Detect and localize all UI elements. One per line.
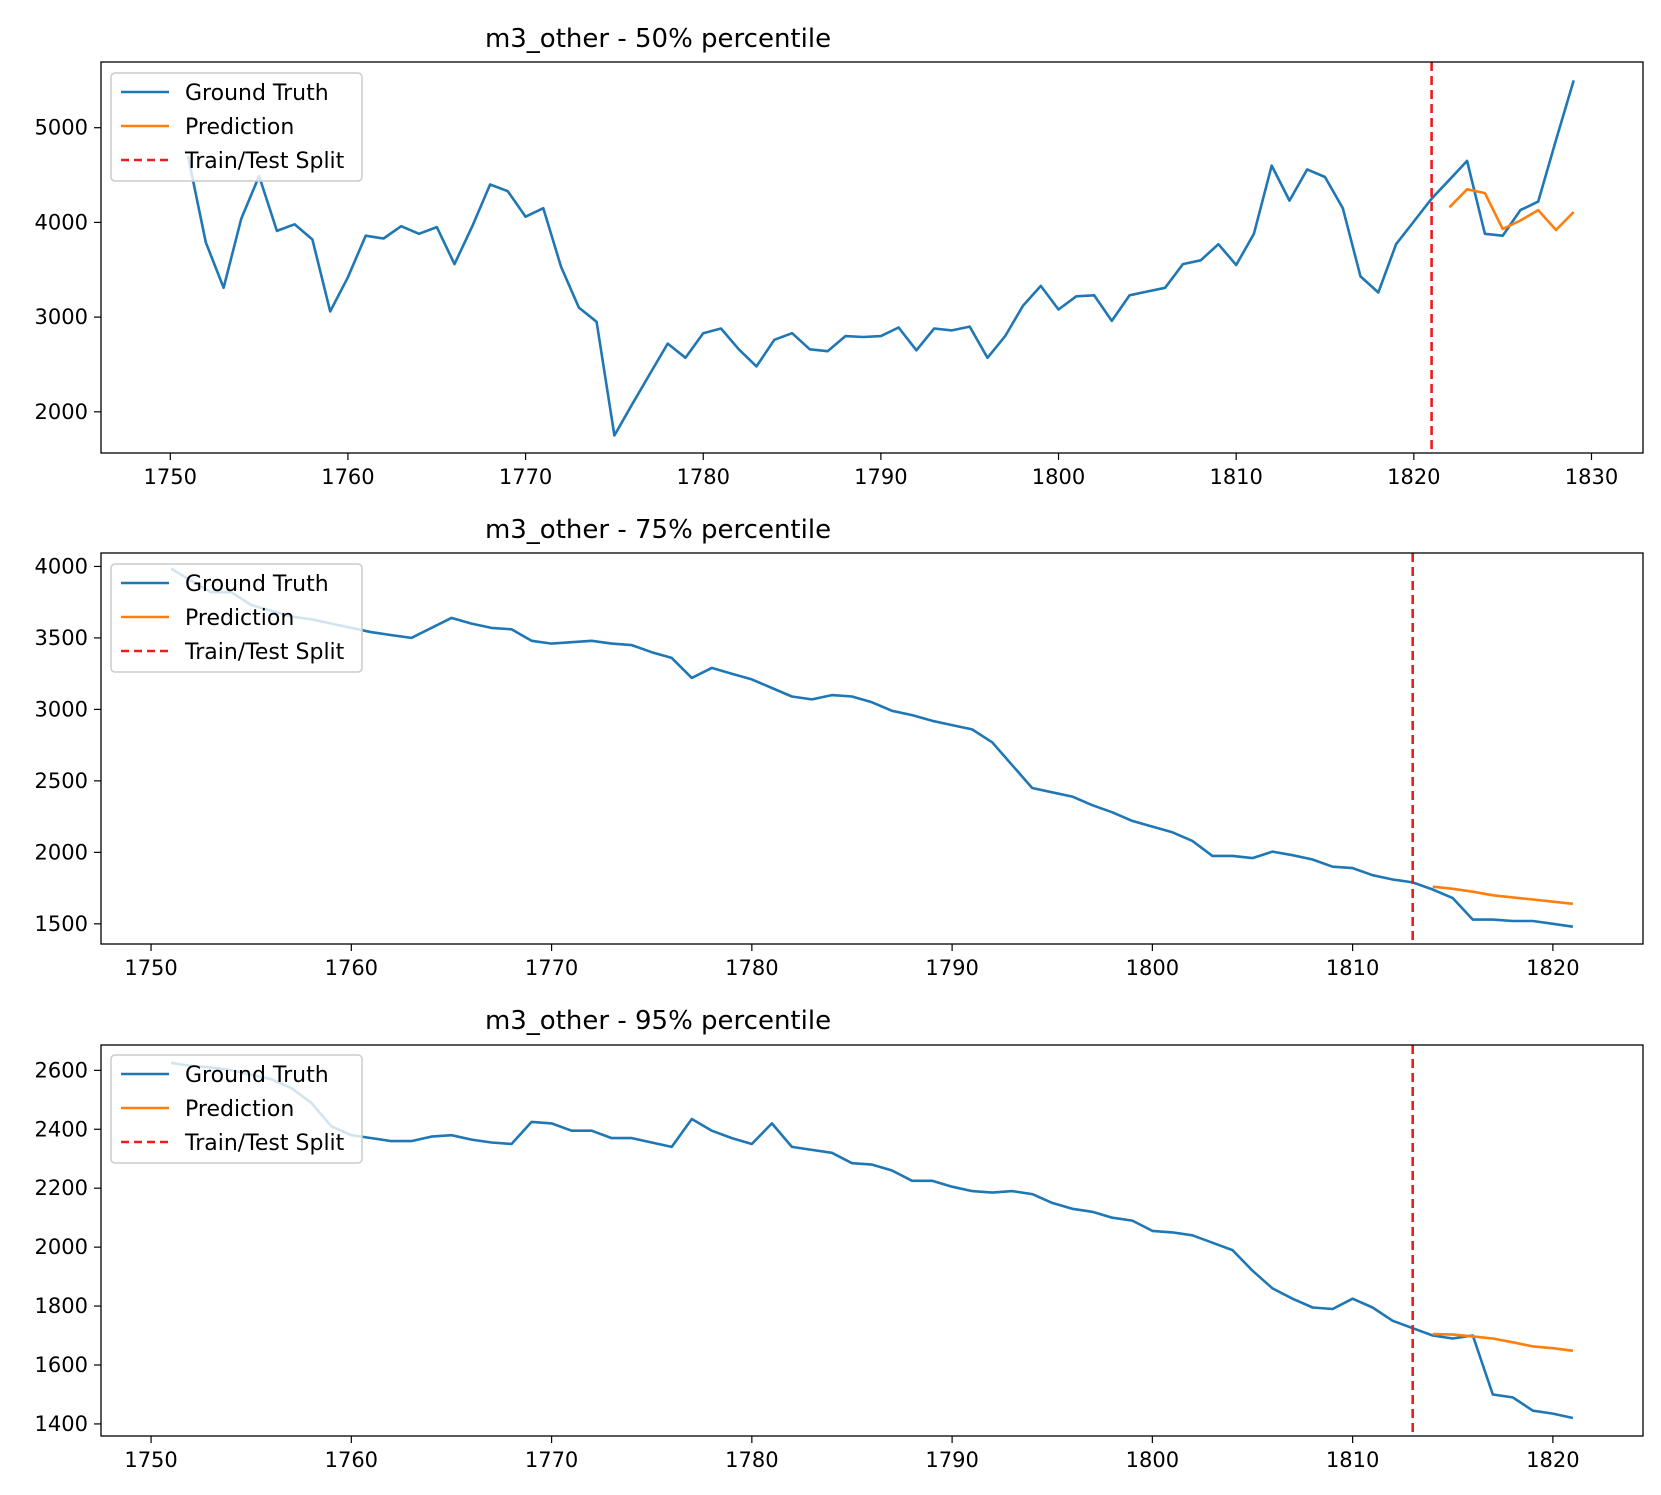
y-tick-label: 2000 bbox=[35, 400, 88, 424]
x-tick-label: 1810 bbox=[1209, 465, 1262, 489]
legend-box bbox=[110, 72, 363, 182]
prediction-line bbox=[1432, 1332, 1574, 1353]
x-tick-label: 1750 bbox=[124, 1448, 177, 1472]
y-tick-label: 5000 bbox=[35, 116, 88, 140]
legend-50: Ground Truth Prediction Train/Test Split bbox=[110, 72, 363, 182]
legend-75: Ground Truth Prediction Train/Test Split bbox=[110, 563, 363, 673]
y-tick-label: 2600 bbox=[35, 1058, 88, 1082]
legend-95: Ground Truth Prediction Train/Test Split bbox=[110, 1054, 363, 1164]
y-tick-label: 2200 bbox=[35, 1176, 88, 1200]
y-tick-label: 3000 bbox=[35, 305, 88, 329]
axes-frame bbox=[100, 61, 1644, 454]
y-tick-label: 3000 bbox=[35, 697, 88, 721]
plot-area-50: 1750 1760 1770 1780 1790 1800 1810 1820 1830 2000… bbox=[35, 61, 1644, 489]
legend-box bbox=[110, 563, 363, 673]
chart-title-50: m3_other - 50% percentile bbox=[485, 24, 831, 54]
subplot-75-percentile: 1750 1760 1770 1780 1790 1800 1810 1820 1500 2000… bbox=[35, 515, 1644, 980]
x-tick-label: 1770 bbox=[525, 956, 578, 980]
x-tick-label: 1780 bbox=[677, 465, 730, 489]
x-tick-label: 1760 bbox=[321, 465, 374, 489]
x-tick-label: 1810 bbox=[1326, 956, 1379, 980]
y-tick-label: 4000 bbox=[35, 554, 88, 578]
legend-split-label: Train/Test Split bbox=[184, 149, 345, 174]
plot-area-75: 1750 1760 1770 1780 1790 1800 1810 1820 1500 2000… bbox=[35, 552, 1644, 980]
x-tick-label: 1760 bbox=[325, 956, 378, 980]
x-tick-label: 1820 bbox=[1526, 956, 1579, 980]
axes-frame bbox=[100, 552, 1644, 945]
x-tick-label: 1800 bbox=[1126, 1448, 1179, 1472]
ground-truth-line bbox=[186, 80, 1575, 437]
subplot-50-percentile: 1750 1760 1770 1780 1790 1800 1810 1820 1830 2000… bbox=[35, 24, 1644, 489]
x-tick-label: 1790 bbox=[925, 956, 978, 980]
y-tick-label: 2400 bbox=[35, 1117, 88, 1141]
y-tick-label: 1600 bbox=[35, 1353, 88, 1377]
legend-prediction-label: Prediction bbox=[185, 115, 294, 140]
legend-ground-truth-label: Ground Truth bbox=[185, 81, 329, 106]
x-tick-label: 1820 bbox=[1387, 465, 1440, 489]
y-tick-label: 1400 bbox=[35, 1412, 88, 1436]
x-tick-label: 1780 bbox=[725, 956, 778, 980]
chart-title-95: m3_other - 95% percentile bbox=[485, 1006, 831, 1036]
legend-prediction-label: Prediction bbox=[185, 1097, 294, 1122]
plot-area-95: 1750 1760 1770 1780 1790 1800 1810 1820 1400 1600… bbox=[35, 1044, 1644, 1472]
x-tick-label: 1790 bbox=[854, 465, 907, 489]
x-tick-label: 1780 bbox=[725, 1448, 778, 1472]
y-tick-label: 2000 bbox=[35, 1235, 88, 1259]
x-tick-label: 1800 bbox=[1032, 465, 1085, 489]
x-tick-label: 1810 bbox=[1326, 1448, 1379, 1472]
x-tick-label: 1750 bbox=[144, 465, 197, 489]
legend-ground-truth-label: Ground Truth bbox=[185, 1063, 329, 1088]
legend-split-label: Train/Test Split bbox=[184, 640, 345, 665]
legend-prediction-label: Prediction bbox=[185, 606, 294, 631]
y-tick-label: 2500 bbox=[35, 769, 88, 793]
chart-title-75: m3_other - 75% percentile bbox=[485, 515, 831, 545]
prediction-line bbox=[1448, 188, 1575, 232]
y-tick-label: 4000 bbox=[35, 210, 88, 234]
y-tick-label: 3500 bbox=[35, 626, 88, 650]
x-tick-label: 1770 bbox=[525, 1448, 578, 1472]
y-tick-label: 1500 bbox=[35, 912, 88, 936]
axes-frame bbox=[100, 1044, 1644, 1437]
x-tick-label: 1830 bbox=[1565, 465, 1618, 489]
legend-box bbox=[110, 1054, 363, 1164]
subplot-95-percentile: 1750 1760 1770 1780 1790 1800 1810 1820 1400 1600… bbox=[35, 1006, 1644, 1472]
ground-truth-line bbox=[170, 1061, 1574, 1420]
legend-split-label: Train/Test Split bbox=[184, 1131, 345, 1156]
x-tick-label: 1760 bbox=[325, 1448, 378, 1472]
x-tick-label: 1800 bbox=[1126, 956, 1179, 980]
legend-ground-truth-label: Ground Truth bbox=[185, 572, 329, 597]
x-tick-label: 1820 bbox=[1526, 1448, 1579, 1472]
y-tick-label: 2000 bbox=[35, 840, 88, 864]
y-tick-label: 1800 bbox=[35, 1294, 88, 1318]
x-tick-label: 1750 bbox=[124, 956, 177, 980]
ground-truth-line bbox=[170, 567, 1574, 928]
prediction-line bbox=[1432, 885, 1574, 906]
x-tick-label: 1770 bbox=[499, 465, 552, 489]
x-tick-label: 1790 bbox=[925, 1448, 978, 1472]
